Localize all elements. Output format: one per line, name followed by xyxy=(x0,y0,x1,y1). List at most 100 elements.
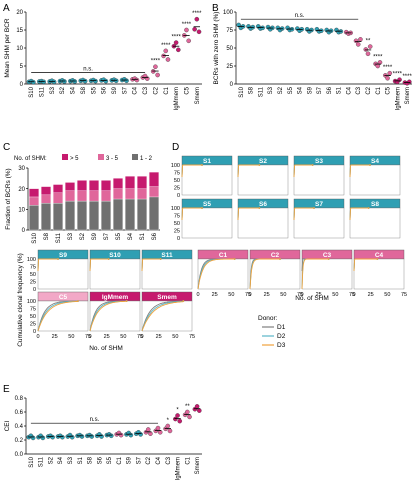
endpoint-dot xyxy=(279,258,281,260)
stacked-bar-segment xyxy=(89,200,99,231)
facet-panel xyxy=(37,258,89,290)
data-point xyxy=(113,78,119,84)
facet-label: S6 xyxy=(259,201,267,208)
data-point xyxy=(128,432,134,438)
stacked-bar-segment xyxy=(89,180,99,191)
data-point xyxy=(175,413,180,418)
x-tick-label: S7 xyxy=(122,86,128,94)
x-tick-label: S1 xyxy=(140,232,146,240)
x-tick-label: S6 xyxy=(327,86,333,94)
endpoint-dot xyxy=(107,258,110,260)
cumulative-line xyxy=(141,300,184,332)
y-tick-label: 25 xyxy=(174,229,180,235)
cumulative-line xyxy=(353,258,378,272)
x-tick-label: S2 xyxy=(278,86,284,94)
y-tick-label: 100 xyxy=(27,299,36,305)
x-tick-label: S9 xyxy=(127,456,133,464)
x-tick-label: C3 xyxy=(166,456,172,464)
data-point xyxy=(93,78,98,84)
stacked-bar-segment xyxy=(65,200,75,231)
significance-label: * xyxy=(167,418,170,424)
x-tick-label: 0 xyxy=(352,292,355,298)
cumulative-line xyxy=(237,164,260,178)
facet-panel xyxy=(349,164,401,196)
panel-label-a: A xyxy=(3,3,10,14)
facet-label: S11 xyxy=(161,252,173,259)
data-point xyxy=(187,414,192,420)
stacked-bar-segment xyxy=(29,205,39,231)
data-point xyxy=(82,78,88,84)
x-tick-label: S8 xyxy=(44,232,50,240)
x-tick-label: 0 xyxy=(140,334,143,340)
facet-panel xyxy=(237,207,289,239)
y-tick-label: 100 xyxy=(171,206,180,212)
stacked-bar-segment xyxy=(29,196,39,206)
facet-panel xyxy=(141,258,193,290)
y-tick-label: 50 xyxy=(30,314,36,320)
stacked-bar-segment xyxy=(137,198,147,231)
y-tick-label: 100 xyxy=(223,10,234,16)
y-tick-label: 20 xyxy=(16,10,23,16)
cumulative-line xyxy=(181,164,202,178)
data-point xyxy=(167,428,173,434)
data-point xyxy=(358,37,363,42)
facet-label: S2 xyxy=(259,158,267,165)
x-tick-label: C2 xyxy=(153,86,159,94)
panel-label-b: B xyxy=(212,3,219,14)
endpoint-dot xyxy=(258,164,261,166)
ns-label: n.s. xyxy=(295,13,305,19)
facet-label: S9 xyxy=(59,252,67,259)
data-point xyxy=(161,53,166,59)
x-tick-label: 0 xyxy=(196,292,199,298)
x-tick-label: S5 xyxy=(107,456,113,464)
x-tick-label: C1 xyxy=(164,86,170,94)
stacked-bar-segment xyxy=(113,198,123,231)
y-tick-label: 10 xyxy=(18,208,25,214)
facet-label: S1 xyxy=(203,158,211,165)
x-tick-label: S4 xyxy=(71,86,77,94)
x-tick-label: S10 xyxy=(239,86,245,97)
significance-label: **** xyxy=(383,65,393,71)
x-tick-label: 50 xyxy=(68,334,74,340)
x-tick-label: S3 xyxy=(50,86,56,94)
x-tick-label: S1 xyxy=(337,86,343,94)
data-point xyxy=(385,75,390,81)
x-tick-label: S9 xyxy=(112,86,118,94)
x-tick-label: 75 xyxy=(85,334,91,340)
x-tick-label: S4 xyxy=(58,456,64,464)
significance-label: **** xyxy=(192,11,202,17)
x-tick-label: S6 xyxy=(102,86,108,94)
data-point xyxy=(153,64,158,69)
facet-panel xyxy=(89,300,141,332)
x-tick-label: S3 xyxy=(268,86,274,94)
y-axis-title: Fraction of BCRs (%) xyxy=(5,168,12,229)
x-tick-label: 75 xyxy=(245,292,251,298)
facet-label: IgMmem xyxy=(102,294,129,301)
significance-label: **** xyxy=(182,22,192,28)
x-tick-label: C1 xyxy=(376,86,382,94)
endpoint-dot xyxy=(201,164,203,166)
y-tick-label: 0.6 xyxy=(15,410,24,416)
y-tick-label: 25 xyxy=(226,64,233,70)
y-tick-label: 0 xyxy=(33,329,36,335)
cumulative-line xyxy=(237,207,260,221)
facet-panel xyxy=(181,164,233,196)
y-tick-label: 75 xyxy=(30,307,36,313)
x-tick-label: 25 xyxy=(212,292,218,298)
endpoint-dot xyxy=(159,258,162,260)
stacked-bar-segment xyxy=(125,188,135,200)
data-point xyxy=(89,434,95,439)
data-point xyxy=(194,16,200,22)
panel-label-d: D xyxy=(172,142,179,153)
data-point xyxy=(31,79,36,85)
legend-label: 3 - 5 xyxy=(106,156,119,162)
significance-label: * xyxy=(176,408,179,414)
data-point xyxy=(184,27,189,33)
facet-panel xyxy=(293,207,345,239)
data-point xyxy=(50,434,55,440)
stacked-bar-segment xyxy=(125,176,135,189)
data-point xyxy=(173,40,179,45)
y-tick-label: 0 xyxy=(177,193,180,199)
cumulative-line xyxy=(293,207,314,221)
